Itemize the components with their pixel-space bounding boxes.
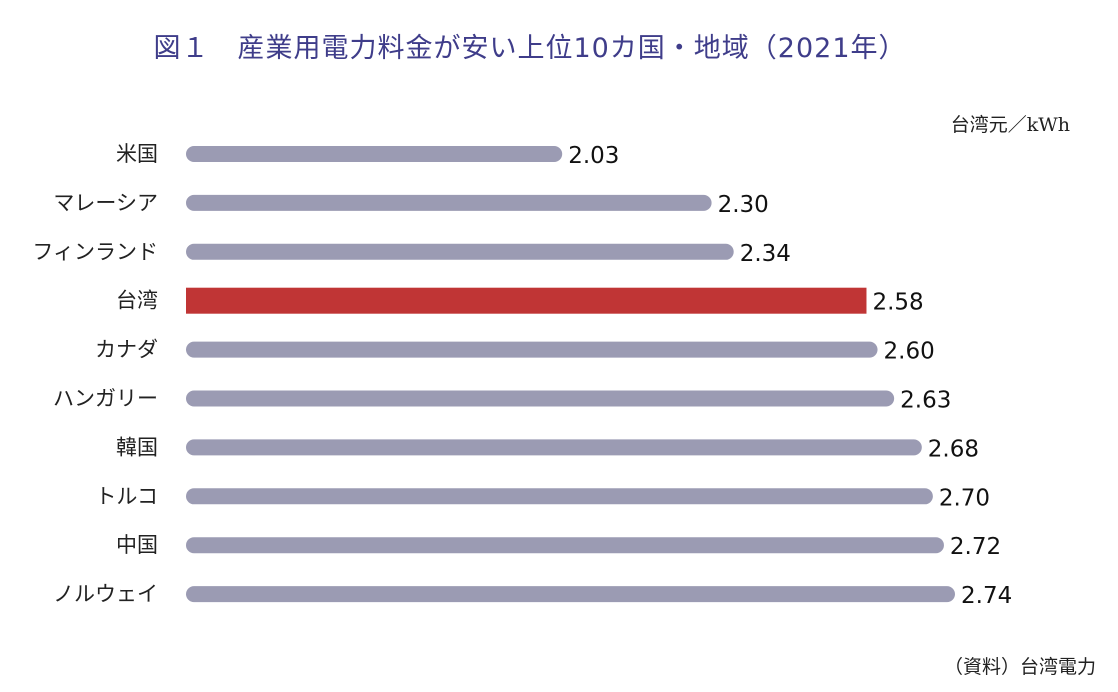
bar (186, 537, 944, 554)
category-label: フィンランド (32, 240, 158, 264)
chart-title: 図１ 産業用電力料金が安い上位10カ国・地域（2021年） (153, 33, 907, 64)
category-label: マレーシア (53, 191, 158, 215)
source-note: （資料）台湾電力 (943, 656, 1096, 678)
bar (186, 488, 933, 505)
category-label: 米国 (116, 142, 158, 166)
bar-highlight (186, 287, 867, 314)
value-label: 2.63 (900, 388, 951, 414)
bar (186, 586, 955, 603)
bar (186, 390, 895, 407)
value-label: 2.74 (961, 583, 1012, 609)
category-label: 台湾 (116, 289, 158, 313)
category-label: ノルウェイ (53, 582, 158, 606)
bar (186, 341, 878, 358)
value-label: 2.34 (740, 241, 791, 267)
value-label: 2.58 (872, 290, 923, 316)
category-label: トルコ (95, 484, 158, 508)
value-label: 2.68 (928, 436, 979, 462)
bar (186, 243, 734, 260)
bar (186, 194, 712, 211)
category-label: 韓国 (116, 435, 158, 459)
bar (186, 439, 922, 456)
value-label: 2.70 (939, 485, 990, 511)
unit-label: 台湾元／kWh (950, 114, 1070, 136)
value-label: 2.30 (718, 192, 769, 218)
value-label: 2.72 (950, 534, 1001, 560)
category-label: ハンガリー (53, 387, 158, 411)
value-label: 2.03 (568, 143, 619, 169)
value-label: 2.60 (884, 339, 935, 365)
bar (186, 146, 563, 162)
category-label: カナダ (95, 338, 158, 362)
category-label: 中国 (116, 533, 158, 557)
